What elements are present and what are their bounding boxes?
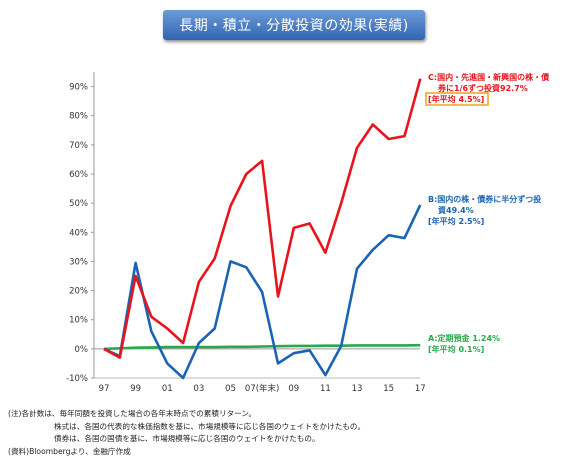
series-label-A: A:定期預金 1.24%	[428, 333, 500, 343]
avg-label-A: [年平均 0.1%]	[428, 344, 484, 354]
y-tick-label: 80%	[69, 112, 88, 122]
note-line-3: 債券は、各国の国債を基に、市場規模等に応じ各国のウェイトをかけたもの。	[54, 434, 320, 443]
avg-label-box-C	[425, 92, 489, 106]
series-label-B: 資49.4%	[438, 205, 474, 215]
y-tick-label: 0%	[75, 345, 89, 355]
y-tick-label: 10%	[69, 316, 88, 326]
footnotes: (注)各計数は、毎年同額を投資した場合の各年末時点での累積リターン。 株式は、各…	[8, 408, 365, 458]
avg-label-B: [年平均 2.5%]	[428, 216, 484, 226]
x-tick-label: 01	[162, 384, 173, 394]
y-tick-label: 20%	[69, 287, 88, 297]
y-tick-label: 90%	[69, 83, 88, 93]
series-label-C: 券に1/6ずつ投資92.7%	[437, 83, 528, 93]
avg-label-C: [年平均 4.5%]	[428, 94, 484, 104]
y-tick-label: 70%	[69, 141, 88, 151]
chart-title: 長期・積立・分散投資の効果(実績)	[163, 10, 425, 40]
y-tick-label: 50%	[69, 199, 88, 209]
y-tick-label: 30%	[69, 257, 88, 267]
x-tick-label: 09	[288, 384, 299, 394]
y-tick-label: -10%	[66, 374, 88, 384]
x-tick-label: 05	[225, 384, 236, 394]
series-line-C	[103, 78, 422, 359]
x-tick-label: 15	[383, 384, 394, 394]
series-label-C: C:国内・先進国・新興国の株・債	[428, 72, 549, 82]
title-banner: 長期・積立・分散投資の効果(実績)	[0, 10, 588, 40]
line-chart: -10% 0% 10% 20% 30% 40% 50% 60% 70% 80% 90% 97 99 01 0…	[66, 72, 549, 394]
note-source: (資料)Bloombergより、金融庁作成	[8, 446, 131, 456]
x-tick-label: 17	[415, 384, 426, 394]
x-tick-label: 13	[352, 384, 363, 394]
y-tick-label: 60%	[69, 170, 88, 180]
series-label-B: B:国内の株・債券に半分ずつ投	[428, 194, 541, 204]
x-tick-label: 11	[320, 384, 331, 394]
series-line-B	[103, 204, 422, 380]
series-line-A	[103, 343, 421, 351]
x-tick-label: 03	[193, 384, 204, 394]
x-tick-label: 07(年末)	[245, 383, 279, 394]
x-tick-label: 97	[99, 384, 110, 394]
note-line-2: 株式は、各国の代表的な株価指数を基に、市場規模等に応じ各国のウェイトをかけたもの…	[54, 421, 366, 431]
x-tick-label: 99	[130, 384, 141, 394]
y-tick-label: 40%	[69, 228, 88, 238]
note-line-1: (注)各計数は、毎年同額を投資した場合の各年末時点での累積リターン。	[8, 409, 257, 418]
